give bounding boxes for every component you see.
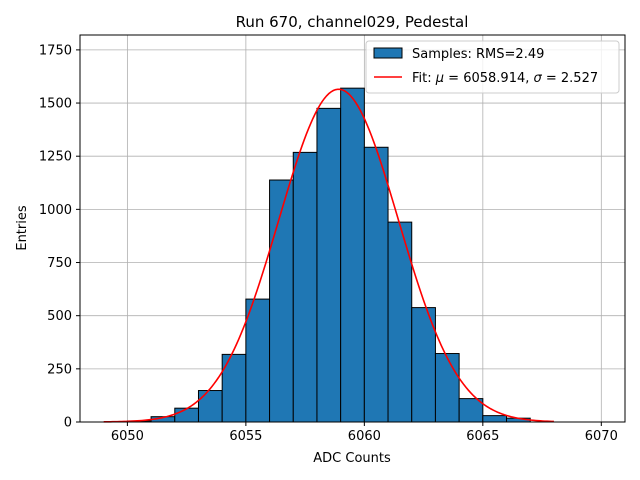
legend: Samples: RMS=2.49 Fit: μ = 6058.914, σ =… [365, 40, 620, 94]
histogram-bar-15 [482, 415, 508, 423]
legend-label-fit: Fit: μ = 6058.914, σ = 2.527 [412, 71, 598, 86]
fit-curve [103, 88, 554, 423]
legend-box [365, 40, 620, 94]
plot-frame [79, 34, 626, 423]
y-axis-label: Entries [15, 205, 30, 251]
y-tick-label-2: 500 [47, 309, 72, 324]
y-tick-label-7: 1750 [39, 43, 72, 58]
chart-title: Run 670, channel029, Pedestal [236, 13, 469, 31]
histogram-bar-10 [363, 146, 389, 423]
histogram-bars [126, 87, 531, 423]
legend-fit-mu: μ [435, 71, 444, 86]
y-tick-label-5: 1250 [39, 150, 72, 165]
legend-fit-prefix: Fit: [412, 71, 436, 86]
histogram-bar-7 [292, 151, 318, 423]
histogram-bar-6 [269, 179, 294, 423]
x-axis-label: ADC Counts [313, 451, 391, 466]
histogram-bar-3 [197, 390, 223, 423]
histogram-bar-13 [434, 353, 460, 423]
legend-swatch-samples [373, 47, 403, 59]
legend-fit-suffix: = 2.527 [542, 71, 598, 86]
y-tick-label-3: 750 [47, 256, 72, 271]
x-tick-label-0: 6050 [111, 429, 144, 444]
legend-fit-mid: = 6058.914, [444, 71, 533, 86]
legend-label-samples: Samples: RMS=2.49 [412, 47, 544, 62]
histogram-bar-2 [174, 407, 199, 423]
histogram-bar-8 [316, 107, 342, 423]
x-tick-label-2: 6060 [348, 429, 381, 444]
x-tick-label-4: 6070 [585, 429, 618, 444]
x-tick-label-3: 6065 [466, 429, 499, 444]
histogram-bar-9 [340, 87, 365, 423]
histogram-bar-14 [458, 398, 484, 423]
y-tick-label-4: 1000 [39, 203, 72, 218]
y-tick-label-1: 250 [47, 362, 72, 377]
x-axis-ticks: 6050 6055 6060 6065 6070 [111, 422, 618, 444]
histogram-bar-5 [245, 298, 271, 423]
x-tick-label-1: 6055 [229, 429, 262, 444]
legend-fit-sigma: σ [534, 71, 543, 86]
y-tick-label-6: 1500 [39, 97, 72, 112]
y-tick-label-0: 0 [64, 416, 72, 431]
y-axis-ticks: 0 250 500 750 1000 1250 1500 1750 [39, 43, 80, 431]
